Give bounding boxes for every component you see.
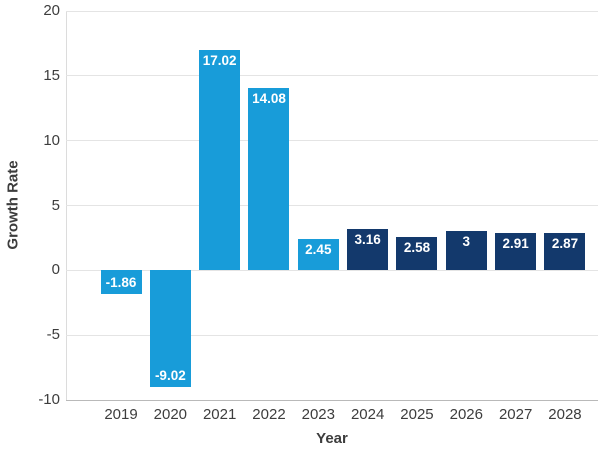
bar-2024: 3.16: [347, 229, 389, 271]
bar-2019: -1.86: [100, 270, 142, 295]
bar-value-label-2024: 3.16: [354, 232, 381, 248]
x-tick-label-2021: 2021: [202, 406, 237, 423]
x-tick-label-2026: 2026: [449, 406, 483, 423]
y-tick-label--10: -10: [38, 391, 60, 408]
y-tick-label-5: 5: [51, 196, 60, 214]
bar-2020: -9.02: [149, 270, 191, 388]
bar-value-label-2023: 2.45: [305, 241, 332, 257]
y-tick-label--5: -5: [46, 326, 60, 344]
gridline-0: [66, 269, 598, 271]
gridline--5: [66, 334, 598, 336]
x-tick-label-2019: 2019: [104, 406, 138, 423]
bar-2026: 3: [445, 231, 487, 271]
gridline-5: [66, 205, 598, 206]
bar-2028: 2.87: [544, 233, 586, 271]
bar-value-label-2027: 2.91: [502, 235, 529, 251]
bar-2025: 2.58: [396, 236, 438, 271]
bar-2023: 2.45: [297, 238, 339, 271]
x-axis-line: [66, 399, 598, 401]
plot-area: -1.86 -9.02 17.02 14.08 2.45 3.16 2.58 3 2.91 2.8…: [66, 0, 598, 451]
bar-value-label-2026: 3: [462, 234, 471, 250]
x-tick-label-2027: 2027: [498, 406, 533, 423]
y-tick-label-20: 20: [43, 2, 60, 19]
y-tick-label-10: 10: [43, 131, 60, 149]
bar-value-label-2028: 2.87: [551, 236, 579, 252]
gridline-15: [66, 75, 598, 77]
bar-value-label-2022: 14.08: [252, 90, 286, 106]
y-tick-label-0: 0: [51, 261, 60, 279]
bar-value-label-2025: 2.58: [403, 239, 431, 255]
gridline-20: [66, 10, 598, 12]
y-tick-label-15: 15: [43, 66, 60, 84]
x-axis-title: Year: [316, 430, 348, 447]
bar-value-label-2021: 17.02: [202, 52, 237, 68]
x-tick-label-2022: 2022: [252, 406, 286, 423]
bar-2021: 17.02: [199, 49, 241, 271]
x-tick-label-2028: 2028: [548, 406, 582, 423]
gridline-10: [66, 140, 598, 142]
x-tick-label-2024: 2024: [350, 406, 385, 423]
bar-2022: 14.08: [248, 87, 290, 271]
bar-2027: 2.91: [495, 232, 537, 271]
x-tick-label-2023: 2023: [301, 406, 335, 423]
bar-value-label-2020: -9.02: [154, 368, 186, 384]
x-tick-label-2025: 2025: [400, 406, 434, 423]
x-tick-label-2020: 2020: [153, 406, 188, 423]
bar-value-label-2019: -1.86: [105, 275, 137, 291]
